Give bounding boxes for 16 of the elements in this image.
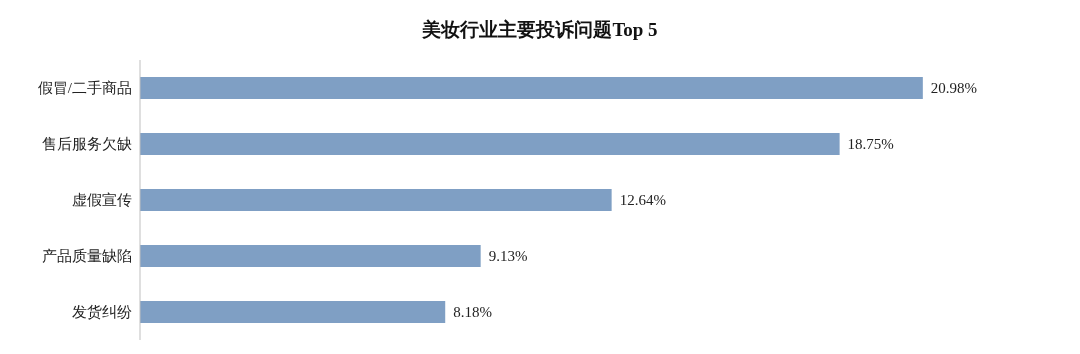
y-tick-label: 发货纠纷 — [72, 304, 132, 321]
bar — [140, 245, 481, 267]
bar — [140, 77, 923, 99]
y-tick-label: 假冒/二手商品 — [37, 80, 132, 97]
bar — [140, 301, 446, 323]
data-label: 12.64% — [619, 192, 666, 209]
chart-title: 美妆行业主要投诉问题Top 5 — [421, 18, 659, 42]
data-label: 18.75% — [847, 136, 894, 153]
data-label: 8.18% — [453, 304, 492, 321]
bar — [140, 189, 612, 211]
data-label: 9.13% — [488, 248, 528, 265]
bar — [140, 133, 840, 155]
y-tick-label: 虚假宣传 — [72, 192, 132, 209]
data-label: 20.98% — [930, 80, 978, 97]
y-tick-label: 产品质量缺陷 — [42, 248, 132, 265]
y-tick-label: 售后服务欠缺 — [42, 136, 132, 153]
